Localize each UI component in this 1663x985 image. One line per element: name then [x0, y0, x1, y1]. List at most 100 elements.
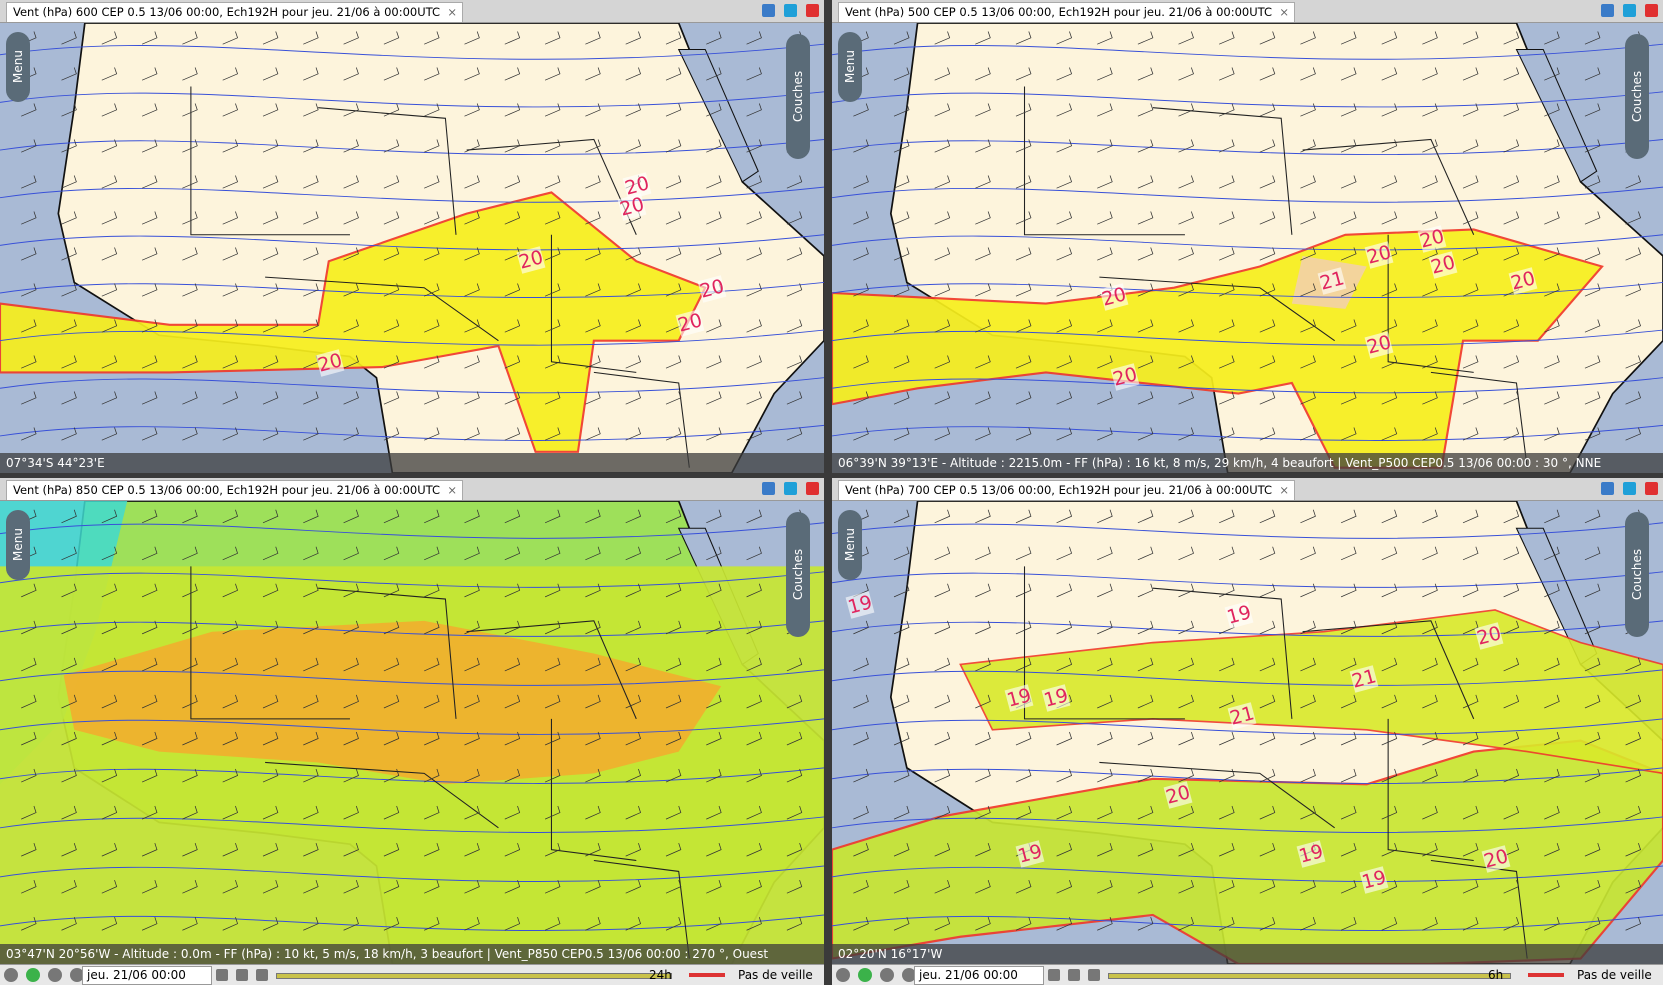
wind-barb: [182, 620, 198, 635]
tab-close[interactable]: ×: [447, 483, 458, 497]
date-field[interactable]: jeu. 21/06 00:00: [82, 966, 212, 985]
tab-close[interactable]: ×: [1279, 5, 1290, 19]
btn-prev[interactable]: [902, 968, 916, 982]
tab[interactable]: Vent (hPa) 500 CEP 0.5 13/06 00:00, Ech1…: [838, 2, 1296, 22]
btn-clock[interactable]: [836, 968, 850, 982]
wind-barb: [625, 427, 641, 441]
window-maximize[interactable]: [1623, 482, 1636, 495]
menu-button[interactable]: Menu: [6, 510, 30, 580]
watch[interactable]: Pas de veille: [1577, 968, 1652, 982]
wind-barb: [786, 694, 803, 709]
menu-button[interactable]: Menu: [6, 32, 30, 102]
layers-button[interactable]: Couches: [1625, 34, 1649, 159]
btn-prev[interactable]: [70, 968, 84, 982]
wind-zone: [832, 228, 1604, 469]
wind-barb: [1503, 768, 1520, 783]
window-close[interactable]: [806, 482, 819, 495]
btn-clock[interactable]: [4, 968, 18, 982]
layers-button[interactable]: Couches: [786, 512, 810, 637]
wind-barb: [1340, 657, 1357, 672]
wind-barb: [1097, 583, 1113, 598]
wind-barb: [504, 427, 521, 441]
time-track[interactable]: [276, 973, 672, 979]
wind-barb: [585, 283, 601, 297]
window-minimize[interactable]: [762, 4, 775, 17]
btn-zoom[interactable]: [256, 969, 268, 981]
wind-barb: [1300, 103, 1316, 117]
tab[interactable]: Vent (hPa) 850 CEP 0.5 13/06 00:00, Ech1…: [6, 480, 464, 500]
wind-barb: [544, 620, 561, 635]
wind-barb: [61, 67, 77, 81]
window-close[interactable]: [806, 4, 819, 17]
wind-barb: [383, 391, 400, 405]
tab-close[interactable]: ×: [1279, 483, 1290, 497]
wind-barb: [1259, 391, 1276, 405]
wind-barb: [1259, 731, 1276, 746]
window-minimize[interactable]: [1601, 4, 1614, 17]
wind-barb: [424, 211, 440, 225]
menu-button[interactable]: Menu: [838, 32, 862, 102]
wind-barb: [1503, 319, 1520, 333]
window-maximize[interactable]: [784, 482, 797, 495]
wind-barb: [665, 67, 682, 81]
window-minimize[interactable]: [1601, 482, 1614, 495]
wind-barb: [464, 546, 480, 561]
window-minimize[interactable]: [762, 482, 775, 495]
tab[interactable]: Vent (hPa) 700 CEP 0.5 13/06 00:00, Ech1…: [838, 480, 1296, 500]
step-slider[interactable]: [1528, 973, 1564, 977]
wind-barb: [141, 917, 158, 931]
wind-barb: [1178, 805, 1194, 820]
wind-barb: [1219, 879, 1235, 894]
wind-barb: [1544, 546, 1560, 561]
window-maximize[interactable]: [784, 4, 797, 17]
wind-barb: [975, 694, 991, 709]
wind-barb: [343, 103, 359, 117]
wind-barb: [1015, 805, 1032, 820]
menu-button[interactable]: Menu: [838, 510, 862, 580]
map-panel: Vent (hPa) 700 CEP 0.5 13/06 00:00, Ech1…: [832, 478, 1663, 985]
btn-zoom[interactable]: [1088, 969, 1100, 981]
wind-barb: [1381, 319, 1398, 333]
date-field[interactable]: jeu. 21/06 00:00: [914, 966, 1044, 985]
window-maximize[interactable]: [1623, 4, 1636, 17]
wind-barb: [464, 247, 480, 261]
btn-play[interactable]: [858, 968, 872, 982]
tab-close[interactable]: ×: [447, 5, 458, 19]
step[interactable]: 6h: [1488, 968, 1504, 982]
wind-barb: [893, 879, 910, 894]
wind-barb: [1056, 768, 1073, 783]
wind-barb: [1097, 879, 1113, 894]
layers-button[interactable]: Couches: [786, 34, 810, 159]
wind-barb: [61, 620, 77, 635]
wind-barb: [1625, 283, 1642, 297]
wind-barb: [544, 768, 561, 783]
wind-barb: [1300, 211, 1316, 225]
wind-barb: [101, 546, 118, 561]
wind-barb: [1137, 509, 1154, 524]
btn-play[interactable]: [26, 968, 40, 982]
tab[interactable]: Vent (hPa) 600 CEP 0.5 13/06 00:00, Ech1…: [6, 2, 464, 22]
watch[interactable]: Pas de veille: [738, 968, 813, 982]
time-track[interactable]: [1108, 973, 1511, 979]
btn-last[interactable]: [1068, 969, 1080, 981]
wind-barb: [853, 805, 869, 820]
wind-barb: [1015, 211, 1032, 225]
wind-barb: [141, 67, 158, 81]
btn-first[interactable]: [48, 968, 62, 982]
wind-barb: [1340, 175, 1357, 189]
wind-barb: [101, 175, 118, 189]
window-close[interactable]: [1645, 482, 1658, 495]
step-slider[interactable]: [689, 973, 725, 977]
btn-first[interactable]: [880, 968, 894, 982]
btn-last[interactable]: [236, 969, 248, 981]
btn-next[interactable]: [1048, 969, 1060, 981]
btn-next[interactable]: [216, 969, 228, 981]
window-close[interactable]: [1645, 4, 1658, 17]
wind-barb: [1300, 805, 1316, 820]
wind-barb: [222, 211, 239, 225]
wind-barb: [1219, 175, 1235, 189]
wind-barb: [61, 879, 77, 894]
step[interactable]: 24h: [649, 968, 672, 982]
wind-barb: [665, 694, 682, 709]
layers-button[interactable]: Couches: [1625, 512, 1649, 637]
